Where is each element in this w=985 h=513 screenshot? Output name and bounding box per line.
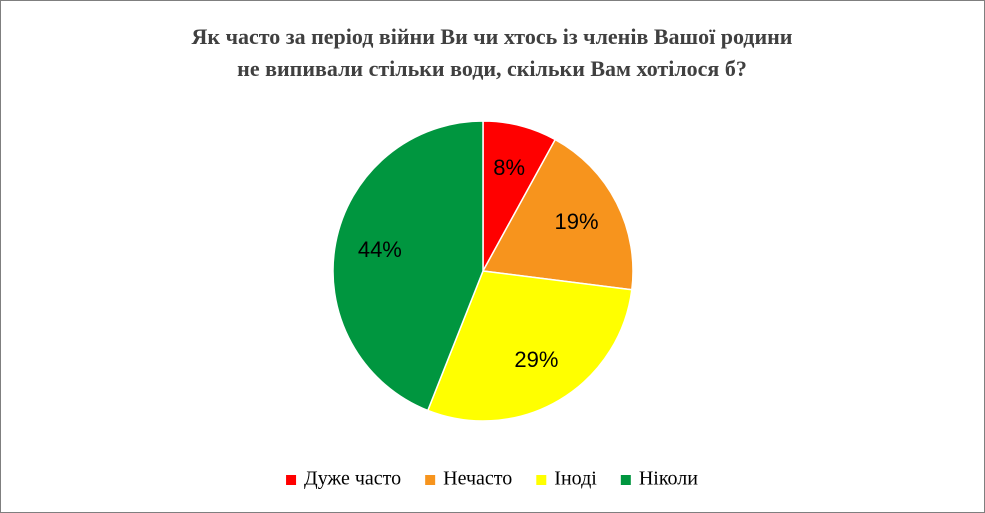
legend-label: Ніколи bbox=[639, 468, 698, 490]
data-label: 44% bbox=[358, 237, 402, 262]
legend-swatch bbox=[425, 475, 436, 485]
legend-label: Нечасто bbox=[443, 468, 512, 490]
legend-swatch bbox=[536, 475, 547, 485]
data-label: 29% bbox=[514, 347, 558, 372]
legend-label: Дуже часто bbox=[304, 468, 401, 490]
legend-swatch bbox=[620, 475, 631, 485]
data-label: 8% bbox=[493, 155, 525, 180]
pie-slice bbox=[426, 270, 633, 422]
legend-label: Іноді bbox=[554, 468, 597, 490]
legend-swatch bbox=[286, 475, 297, 485]
pie-slice bbox=[481, 138, 634, 291]
pie-slice bbox=[332, 120, 484, 412]
chart-title: Як часто за період війни Ви чи хтось із … bbox=[192, 24, 793, 49]
data-label: 19% bbox=[555, 209, 599, 234]
chart-title: не випивали стільки води, скільки Вам хо… bbox=[237, 56, 747, 81]
